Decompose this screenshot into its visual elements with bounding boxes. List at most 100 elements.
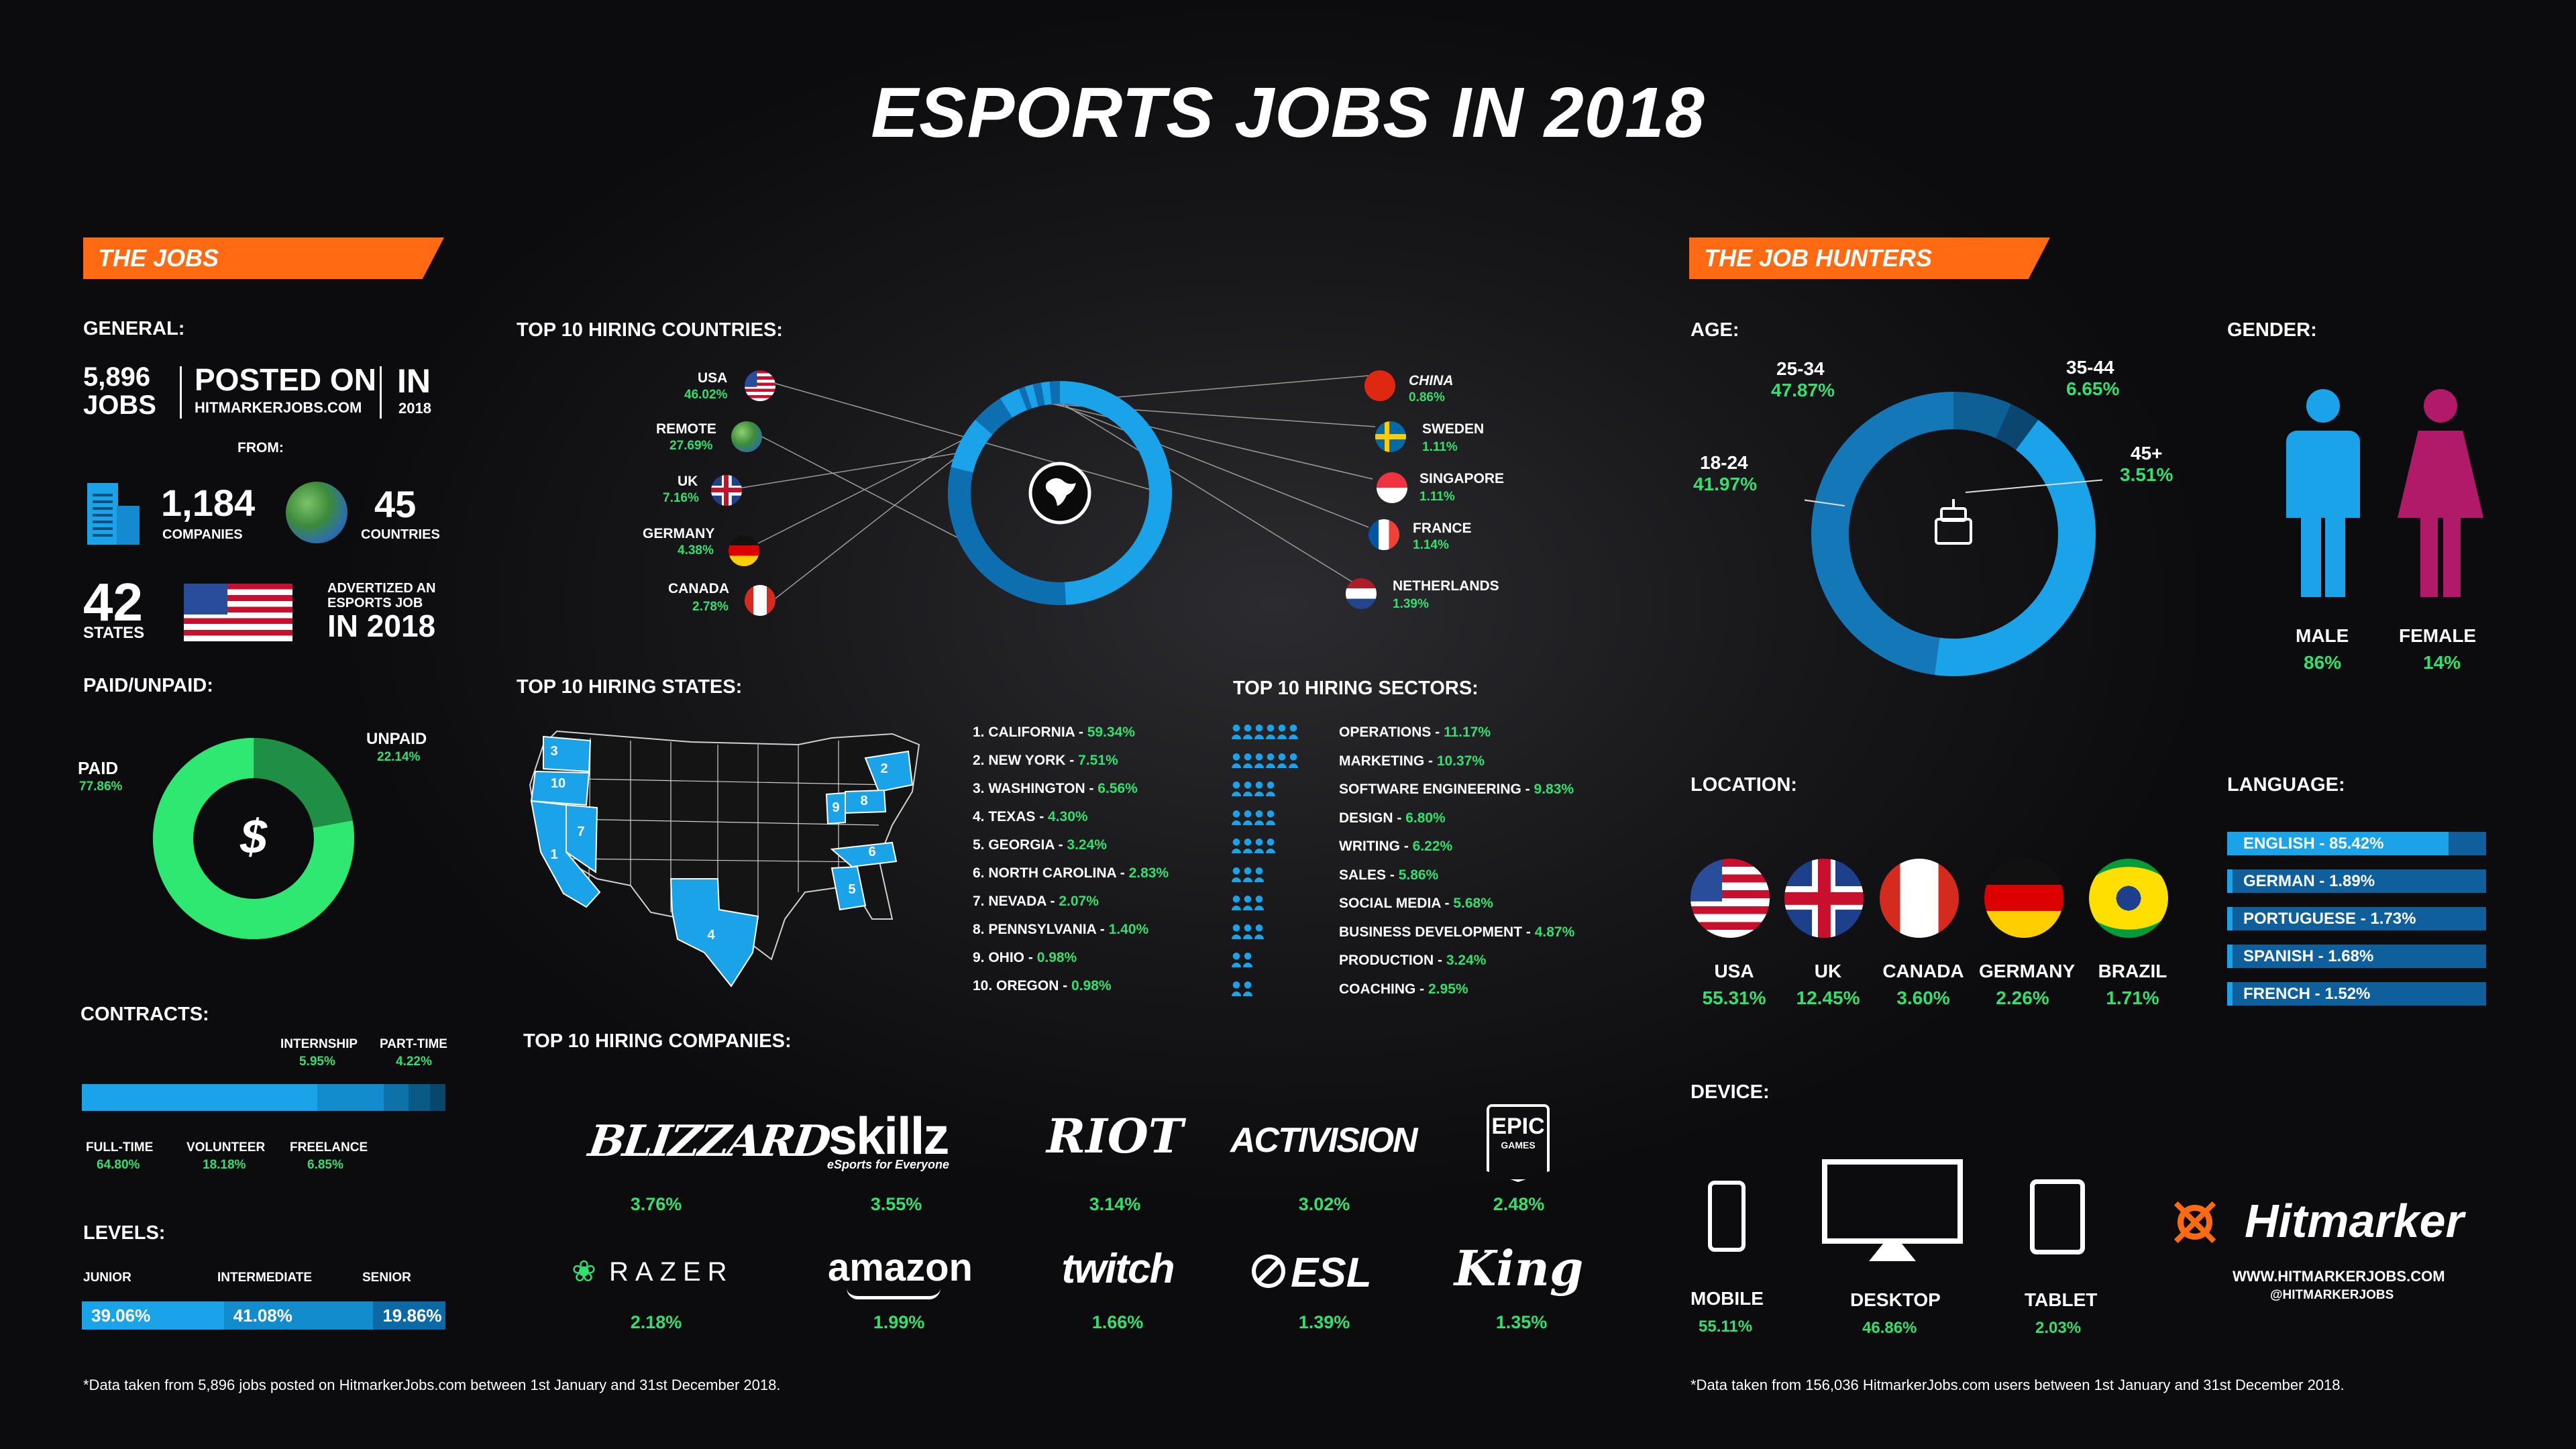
world-continents [1045,478,1076,506]
unpaid-value: 22.14% [377,750,421,764]
uk-country-value: 7.16% [663,491,699,505]
netherlands-country-name: NETHERLANDS [1393,578,1499,594]
china-country-name: CHINA [1409,373,1454,388]
age-25-34-value: 47.87% [1771,380,1835,400]
canada-flag-icon [1880,859,1959,938]
us-flag-icon [1690,859,1770,938]
state-map-number: 10 [551,776,566,791]
person-icon [1232,724,1241,739]
sector-name: MARKETING - [1339,753,1437,769]
washington-state [543,735,592,773]
state-value: 2.83% [1128,865,1169,881]
state-name: 7. NEVADA - [973,894,1059,909]
twitch-value: 1.66% [1091,1312,1144,1332]
epic-value: 2.48% [1493,1194,1545,1214]
state-map-number: 9 [832,800,839,815]
remote-country-value: 27.69% [669,439,713,453]
levels-bar: 39.06% 41.08% 19.86% [82,1301,445,1330]
sector-people-icons [1232,896,1266,913]
person-icon [1254,753,1264,768]
level-senior-segment: 19.86% [373,1301,445,1330]
state-map-number: 1 [550,847,557,862]
in-word: IN [397,362,431,400]
mobile-value: 55.11% [1699,1318,1753,1336]
sector-value: 6.80% [1405,810,1446,826]
sector-value: 2.95% [1428,981,1468,997]
person-icon [1289,724,1298,739]
sector-name: SOFTWARE ENGINEERING - [1339,782,1534,797]
state-value: 59.34% [1087,724,1135,740]
age-arc-45+ [1995,404,2039,451]
country-arc-germany [975,398,1013,435]
language-bar-fill [2227,982,2233,1006]
blizzard-value: 3.76% [630,1194,682,1214]
location-name: USA [1714,961,1754,981]
freelance-label: FREELANCE [290,1140,368,1155]
location-name: GERMANY [1979,961,2076,981]
job-hunters-banner: THE JOB HUNTERS [1689,237,2050,279]
sector-value: 10.37% [1436,753,1485,769]
state-name: 9. OHIO - [973,950,1037,965]
states-label: STATES [83,624,145,642]
states-count: 42 [83,572,143,632]
person-icon [1254,867,1264,882]
companies-label: TOP 10 HIRING COMPANIES: [523,1030,792,1052]
person-icon [1232,981,1241,996]
esl-logo: ESL [1291,1250,1372,1296]
sector-value: 4.87% [1534,924,1575,940]
razer-logo: RAZER [609,1257,734,1287]
person-icon [1289,753,1298,768]
countries-label: COUNTRIES [361,527,440,542]
senior-label: SENIOR [362,1271,411,1285]
person-icon [1232,839,1241,853]
person-icon [1243,839,1252,853]
state-value: 7.51% [1078,753,1118,768]
china-flag-icon [1364,370,1395,401]
country-leader-line [757,434,988,554]
country-arc-remote [948,467,1066,605]
france-country-name: FRANCE [1413,521,1472,536]
oregon-state [530,770,590,806]
contract-freelance-segment [383,1084,409,1111]
georgia-state [830,865,867,911]
person-icon [1243,953,1252,967]
state-value: 3.24% [1067,837,1107,853]
us-states-map: 1 2 3 4 5 6 7 8 9 10 [529,730,920,987]
level-value: 41.08% [233,1305,292,1326]
sector-people-icons [1232,981,1254,999]
advertized-line2: ESPORTS JOB [327,596,423,610]
states-label: TOP 10 HIRING STATES: [517,676,743,698]
part-time-value: 4.22% [396,1055,432,1069]
language-label: SPANISH - 1.68% [2243,947,2374,965]
tablet-label: TABLET [2025,1289,2098,1310]
sector-people-icons [1232,810,1277,828]
country-leader-line [1047,399,1369,528]
country-arc-canada [1000,388,1028,418]
state-map-number: 8 [860,794,867,808]
hitmarker-logo-icon [2168,1195,2222,1249]
brand-url[interactable]: WWW.HITMARKERJOBS.COM [2233,1268,2445,1285]
advertized-line1: ADVERTIZED AN [327,581,436,596]
riot-logo: RIOT [1046,1108,1183,1164]
sector-value: 3.24% [1446,953,1487,968]
desktop-icon [1822,1159,1963,1244]
level-value: 39.06% [91,1305,151,1326]
sector-people-icons [1232,924,1266,942]
epic-games-logo: EPIC GAMES [1487,1104,1550,1182]
jobs-word: JOBS [83,390,156,420]
nevada-state [566,804,598,873]
paid-unpaid-donut: $ [153,738,354,939]
netherlands-country-value: 1.39% [1393,597,1429,611]
dollar-icon: $ [239,810,268,864]
full-time-value: 64.80% [97,1158,140,1172]
tablet-value: 2.03% [2035,1319,2082,1337]
country-arc-usa [1059,381,1172,605]
razer-snake-icon: ❀ [572,1255,596,1288]
advertized-line3: IN 2018 [327,608,436,643]
country-leader-line [1055,398,1356,584]
the-jobs-banner-label: THE JOBS [98,244,219,272]
brand-handle[interactable]: @HITMARKERJOBS [2270,1288,2394,1302]
person-icon [1232,924,1241,939]
state-value: 4.30% [1048,809,1088,824]
person-icon [1243,810,1252,825]
